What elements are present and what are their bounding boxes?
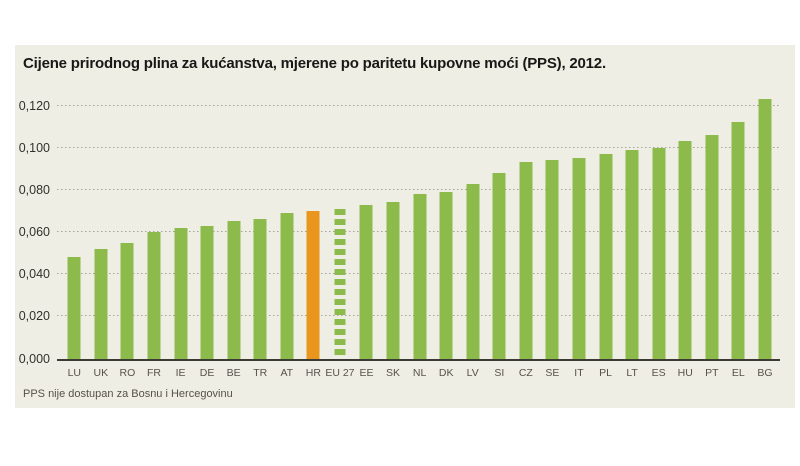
bar-slot: EL [725,99,752,379]
bar-ro [120,242,134,359]
x-axis-label: UK [93,366,109,379]
y-axis-tick-label: 0,060 [18,225,50,239]
bar-slot: SK [380,99,407,379]
x-axis-label: EU 27 [325,366,355,379]
x-axis-label: AT [280,366,294,379]
bar-slot: NL [406,99,433,379]
bar-slot: PL [592,99,619,379]
x-axis-label: BE [226,366,241,379]
x-axis-label: HR [305,366,321,379]
bar-slot: SE [539,99,566,379]
y-axis-tick-label: 0,040 [18,267,50,282]
bar-sk [386,202,400,359]
x-axis-label: NL [412,366,427,379]
bar-slot: UK [88,99,115,379]
bar-slot: PT [699,99,726,379]
bar-slot: BG [752,99,779,379]
x-axis-label: RO [119,366,136,379]
bar-slot: IT [566,99,593,379]
bar-lv [466,183,480,359]
x-axis-label: SK [386,366,401,379]
bar-pl [599,154,613,359]
bar-slot: LV [459,99,486,379]
x-axis-label: PT [705,366,719,379]
bar-slot: LU [61,99,88,379]
x-axis-label: DK [438,366,454,379]
bar-slot: HR [300,99,327,379]
bar-lu [67,257,81,359]
x-axis-label: SI [494,366,505,379]
bar-slot: DK [433,99,460,379]
x-axis-label: LT [626,366,638,379]
x-axis-label: IT [574,366,584,379]
x-axis-label: DE [199,366,215,379]
bar-it [572,158,586,359]
bars-row: LU UK RO FR IE DE BE TR AT HR EU 27 EE SK NL DK LV SI CZ S… [57,99,780,379]
bar-dk [439,191,453,359]
bar-tr [253,219,267,359]
bar-slot: LT [619,99,646,379]
plot-area: 0,120 0,100 0,080 0,060 0,040 0,020 0,000 LU UK… [19,99,780,379]
bar-bg [758,99,772,359]
bar-ie [174,227,188,359]
x-axis-label: FR [146,366,161,379]
x-axis-label: EL [731,366,745,379]
bar-slot: SI [486,99,513,379]
chart-panel: Cijene prirodnog plina za kućanstva, mje… [15,45,795,408]
bar-be [227,221,241,359]
bar-at [280,213,294,359]
bar-cz [519,162,533,359]
x-axis-label: IE [175,366,186,379]
bar-slot: AT [274,99,301,379]
bar-slot: FR [141,99,168,379]
y-axis-tick-label: 0,080 [18,182,50,197]
bar-slot: RO [114,99,141,379]
bar-slot: ES [645,99,672,379]
x-axis-label: TR [253,366,268,379]
bar-slot: DE [194,99,221,379]
gridline [57,188,780,190]
x-axis-label: LU [67,366,81,379]
x-axis-label: PL [599,366,612,379]
bar-slot: IE [167,99,194,379]
bar-slot: CZ [513,99,540,379]
bar-el [731,122,745,359]
bar-de [200,225,214,359]
bar-pt [705,135,719,359]
bar-slot: TR [247,99,274,379]
chart-title: Cijene prirodnog plina za kućanstva, mje… [23,55,606,72]
bar-nl [413,194,427,359]
bar-eu27 [334,208,346,359]
y-axis-tick-label: 0,000 [18,351,50,366]
y-axis-tick-label: 0,100 [18,140,50,155]
x-axis-label: ES [651,366,666,379]
bar-fr [147,232,161,359]
bar-hr [306,210,320,359]
bar-uk [94,248,108,359]
bar-slot: BE [220,99,247,379]
bar-se [545,160,559,359]
bar-slot: EE [353,99,380,379]
gridline [57,104,780,106]
x-axis-label: BG [757,366,773,379]
bar-slot: HU [672,99,699,379]
bar-slot: EU 27 [325,99,355,379]
gridline [57,146,780,148]
y-axis-tick-label: 0,020 [18,309,50,324]
x-axis-label: LV [466,366,479,379]
x-axis-label: EE [359,366,374,379]
bar-hu [678,141,692,359]
footnote: PPS nije dostupan za Bosnu i Hercegovinu [23,388,233,400]
y-axis-tick-label: 0,120 [18,98,50,113]
bar-es [652,147,666,359]
bar-lt [625,149,639,359]
x-axis-label: CZ [518,366,533,379]
bar-si [492,172,506,359]
x-axis-label: SE [545,366,560,379]
x-axis-label: HU [677,366,693,379]
bar-ee [359,204,373,359]
